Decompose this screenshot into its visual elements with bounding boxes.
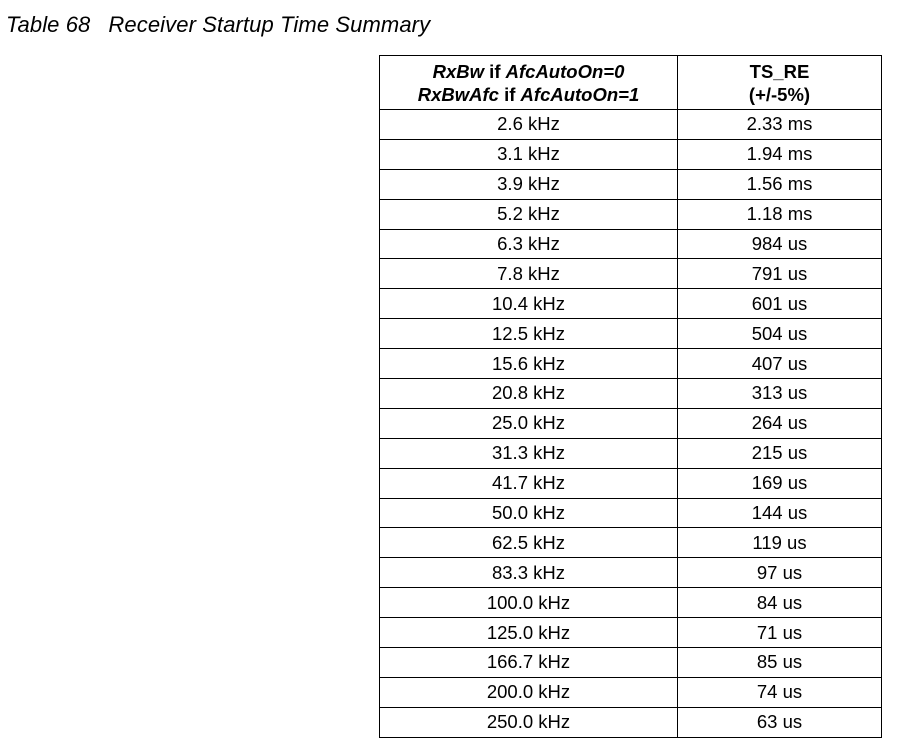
cell-ts-re: 601 us <box>677 288 882 320</box>
table-row: 83.3 kHz 97 us <box>379 557 882 589</box>
header-bandwidth: RxBw if AfcAutoOn=0 RxBwAfc if AfcAutoOn… <box>379 55 678 110</box>
table-row: 6.3 kHz 984 us <box>379 228 882 260</box>
header-col1-line2-var: RxBwAfc <box>417 83 499 105</box>
cell-ts-re: 74 us <box>677 676 882 708</box>
cell-bandwidth: 3.9 kHz <box>379 168 678 200</box>
header-col1-line1-mid: if <box>484 60 506 82</box>
table-caption: Table 68 Receiver Startup Time Summary <box>6 12 430 38</box>
cell-ts-re: 84 us <box>677 587 882 619</box>
cell-bandwidth: 41.7 kHz <box>379 467 678 499</box>
table-row: 100.0 kHz 84 us <box>379 587 882 619</box>
header-col2-line1: TS_RE <box>749 60 810 82</box>
table-title: Receiver Startup Time Summary <box>108 12 431 37</box>
cell-ts-re: 1.94 ms <box>677 138 882 170</box>
cell-ts-re: 215 us <box>677 437 882 469</box>
cell-ts-re: 144 us <box>677 497 882 529</box>
cell-ts-re: 97 us <box>677 557 882 589</box>
table-row: 3.1 kHz 1.94 ms <box>379 138 882 170</box>
cell-ts-re: 407 us <box>677 348 882 380</box>
header-col1-line2-mid: if <box>498 83 521 105</box>
cell-bandwidth: 15.6 kHz <box>379 348 678 380</box>
cell-ts-re: 63 us <box>677 706 882 738</box>
header-col1-line1-var: RxBw <box>432 60 485 82</box>
cell-bandwidth: 20.8 kHz <box>379 378 678 409</box>
table-row: 2.6 kHz 2.33 ms <box>379 109 882 140</box>
header-col1-line1-cond: AfcAutoOn=0 <box>505 60 625 82</box>
cell-ts-re: 1.56 ms <box>677 168 882 200</box>
cell-bandwidth: 31.3 kHz <box>379 437 678 469</box>
cell-bandwidth: 25.0 kHz <box>379 407 678 439</box>
table-row: 62.5 kHz 119 us <box>379 527 882 559</box>
cell-bandwidth: 2.6 kHz <box>379 109 678 140</box>
table-row: 25.0 kHz 264 us <box>379 407 882 439</box>
receiver-startup-time-table: RxBw if AfcAutoOn=0 RxBwAfc if AfcAutoOn… <box>379 55 882 738</box>
cell-bandwidth: 100.0 kHz <box>379 587 678 619</box>
cell-bandwidth: 125.0 kHz <box>379 617 678 649</box>
cell-bandwidth: 83.3 kHz <box>379 557 678 589</box>
cell-bandwidth: 50.0 kHz <box>379 497 678 529</box>
table-row: 12.5 kHz 504 us <box>379 318 882 350</box>
cell-ts-re: 2.33 ms <box>677 109 882 140</box>
header-col2-line2: (+/-5%) <box>748 83 811 105</box>
cell-bandwidth: 7.8 kHz <box>379 258 678 290</box>
table-header-row: RxBw if AfcAutoOn=0 RxBwAfc if AfcAutoOn… <box>379 55 882 110</box>
header-ts-re: TS_RE (+/-5%) <box>677 55 882 110</box>
table-row: 200.0 kHz 74 us <box>379 676 882 708</box>
table-row: 15.6 kHz 407 us <box>379 348 882 380</box>
table-row: 50.0 kHz 144 us <box>379 497 882 529</box>
cell-ts-re: 119 us <box>677 527 882 559</box>
cell-bandwidth: 3.1 kHz <box>379 138 678 170</box>
table-row: 31.3 kHz 215 us <box>379 437 882 469</box>
cell-ts-re: 791 us <box>677 258 882 290</box>
cell-ts-re: 313 us <box>677 378 882 409</box>
cell-bandwidth: 166.7 kHz <box>379 647 678 678</box>
table-row: 166.7 kHz 85 us <box>379 647 882 678</box>
table-number: Table 68 <box>6 12 91 37</box>
table-row: 7.8 kHz 791 us <box>379 258 882 290</box>
cell-bandwidth: 12.5 kHz <box>379 318 678 350</box>
table-row: 41.7 kHz 169 us <box>379 467 882 499</box>
table-row: 125.0 kHz 71 us <box>379 617 882 649</box>
cell-bandwidth: 250.0 kHz <box>379 706 678 738</box>
cell-bandwidth: 5.2 kHz <box>379 198 678 230</box>
cell-ts-re: 169 us <box>677 467 882 499</box>
cell-ts-re: 71 us <box>677 617 882 649</box>
cell-ts-re: 984 us <box>677 228 882 260</box>
table-row: 3.9 kHz 1.56 ms <box>379 168 882 200</box>
cell-bandwidth: 6.3 kHz <box>379 228 678 260</box>
cell-bandwidth: 62.5 kHz <box>379 527 678 559</box>
cell-ts-re: 504 us <box>677 318 882 350</box>
table-row: 10.4 kHz 601 us <box>379 288 882 320</box>
table-row: 250.0 kHz 63 us <box>379 706 882 738</box>
table-row: 20.8 kHz 313 us <box>379 378 882 409</box>
table-row: 5.2 kHz 1.18 ms <box>379 198 882 230</box>
cell-ts-re: 1.18 ms <box>677 198 882 230</box>
cell-ts-re: 85 us <box>677 647 882 678</box>
cell-bandwidth: 10.4 kHz <box>379 288 678 320</box>
cell-bandwidth: 200.0 kHz <box>379 676 678 708</box>
header-col1-line2-cond: AfcAutoOn=1 <box>520 83 640 105</box>
cell-ts-re: 264 us <box>677 407 882 439</box>
